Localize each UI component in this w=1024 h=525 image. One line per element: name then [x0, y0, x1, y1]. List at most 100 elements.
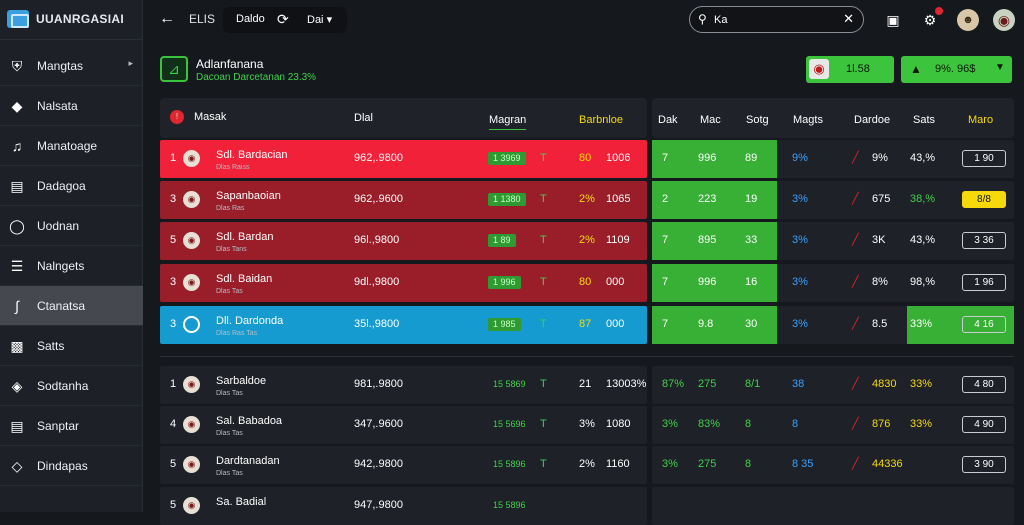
col-header-magran[interactable]: Magran: [489, 114, 527, 130]
coin-icon: ◉: [809, 59, 829, 79]
odds-button[interactable]: 3 36: [962, 232, 1006, 249]
row-pill[interactable]: 1 1380: [488, 193, 526, 206]
odds-button[interactable]: 8/8: [962, 191, 1006, 208]
col-header-dardoe[interactable]: Dardoe: [854, 114, 891, 126]
sidebar-item-dindapas[interactable]: ◇ Dindapas: [0, 446, 143, 486]
sidebar-item-sanptar[interactable]: ▤ Sanptar: [0, 406, 143, 446]
col-header-mac[interactable]: Mac: [700, 114, 721, 126]
col-header-dak[interactable]: Dak: [658, 114, 678, 126]
row-stat-1: 7: [662, 276, 669, 288]
table-row[interactable]: 3 ◉ Sapanbaoian Dlas Ras 962,.9600 1 1380 T 2% 1…: [160, 181, 1014, 219]
table-row[interactable]: 5 ◉ Sa. Badial 947,.9800 15 5896: [160, 487, 1014, 525]
col-header-dlal[interactable]: Dlal: [354, 112, 373, 124]
table-row[interactable]: 4 ◉ Sal. Babadoa Dlas Tas 347,.9600 15 5696 T 3…: [160, 406, 1014, 444]
col-header-magts[interactable]: Magts: [793, 114, 823, 126]
view-switcher[interactable]: Daldo ⟳ Dai ▾: [223, 7, 347, 33]
odds-button[interactable]: 4 16: [962, 316, 1006, 333]
notification-badge: [935, 7, 943, 15]
row-pill[interactable]: 1 985: [488, 318, 521, 331]
close-icon[interactable]: ✕: [843, 11, 854, 26]
sidebar-item-mangtas[interactable]: ⛨ Mangtas ▸: [0, 46, 143, 86]
odds-button[interactable]: 4 80: [962, 376, 1006, 393]
row-pill[interactable]: 1 3969: [488, 152, 526, 165]
sidebar-item-nalngets[interactable]: ☰ Nalngets: [0, 246, 143, 286]
table-row[interactable]: 3 ◉ Sdl. Baidan Dlas Tas 9dl.,9800 1 996 T 80 00…: [160, 264, 1014, 302]
team-name[interactable]: Dll. Dardonda: [216, 315, 284, 327]
row-pill[interactable]: 15 5869: [493, 379, 526, 389]
notification-icon[interactable]: ⚙: [919, 7, 943, 31]
sidebar-item-sodtanha[interactable]: ◈ Sodtanha: [0, 366, 143, 406]
col-header-masak[interactable]: Masak: [194, 111, 227, 123]
row-pill[interactable]: 15 5896: [493, 500, 526, 510]
col-header-barbnloe[interactable]: Barbnloe: [579, 114, 624, 126]
trend-icon: ╱: [852, 234, 859, 246]
view-switcher-right[interactable]: Dai ▾: [307, 14, 333, 26]
row-stat-3: 33: [745, 234, 758, 246]
score-highlight: [652, 306, 777, 344]
balance-button[interactable]: ◉ 1l.58: [806, 56, 894, 83]
search-box[interactable]: ⚲ ✕: [689, 6, 864, 33]
table-row[interactable]: 1 ◉ Sarbaldoe Dlas Tas 981,.9800 15 5869 T 21 13…: [160, 366, 1014, 404]
row-rank: 5: [170, 499, 177, 511]
table-row[interactable]: 5 ◉ Sdl. Bardan Dlas Tans 96l.,9800 1 89 T 2% 11…: [160, 222, 1014, 260]
trend-indicator: T: [540, 458, 547, 470]
back-arrow-icon[interactable]: ←: [159, 10, 175, 27]
team-name[interactable]: Sa. Badial: [216, 496, 267, 508]
odds-button[interactable]: 1 96: [962, 274, 1006, 291]
brand[interactable]: UUANRGASIAI: [0, 0, 143, 40]
search-input[interactable]: [714, 12, 834, 28]
odds-button[interactable]: 3 90: [962, 456, 1006, 473]
trend-indicator: T: [540, 193, 547, 205]
odds-button[interactable]: 4 90: [962, 416, 1006, 433]
row-sets: 43,%: [910, 234, 936, 246]
breadcrumb[interactable]: ELIS: [189, 12, 216, 26]
trend-indicator: T: [540, 378, 547, 390]
team-name[interactable]: Sdl. Bardan: [216, 231, 274, 243]
row-pill[interactable]: 15 5696: [493, 419, 526, 429]
screen-icon[interactable]: ▣: [886, 11, 900, 28]
row-percent: 38: [792, 378, 805, 390]
sidebar-item-satts[interactable]: ▩ Satts: [0, 326, 143, 366]
team-name[interactable]: Sal. Babadoa: [216, 415, 283, 427]
team-logo-icon: ◉: [183, 232, 200, 249]
shield-icon: ⛨: [11, 57, 23, 74]
sidebar-item-label: Dadagoa: [37, 179, 86, 193]
user-avatar[interactable]: ◉: [993, 9, 1015, 31]
row-stat-1: 3%: [662, 458, 678, 470]
sidebar-item-nalsata[interactable]: ◆ Nalsata: [0, 86, 143, 126]
team-name[interactable]: Sarbaldoe: [216, 375, 267, 387]
document-icon: ▤: [10, 177, 24, 194]
wallet-button[interactable]: ▲ 9%. 96$ ▼: [901, 56, 1012, 83]
table-row[interactable]: 5 ◉ Dardtanadan Dlas Tas 942,.9800 15 5896 T 2%…: [160, 446, 1014, 484]
team-name[interactable]: Dardtanadan: [216, 455, 280, 467]
row-pill[interactable]: 15 5896: [493, 459, 526, 469]
row-pill[interactable]: 1 89: [488, 234, 516, 247]
team-name[interactable]: Sdl. Baidan: [216, 273, 273, 285]
badge-icon: ◈: [11, 377, 23, 394]
table-row[interactable]: 1 ◉ Sdl. Bardacian Dlas Raiss 962,.9800 1 396…: [160, 140, 1014, 178]
odds-button[interactable]: 1 90: [962, 150, 1006, 167]
col-header-sats[interactable]: Sats: [913, 114, 936, 126]
row-left-bg: [160, 222, 647, 260]
row-pill[interactable]: 1 996: [488, 276, 521, 289]
row-value: 942,.9800: [354, 458, 403, 470]
sidebar-item-ctanatsa[interactable]: ∫ Ctanatsa: [0, 286, 143, 326]
refresh-icon[interactable]: ⟳: [277, 11, 289, 27]
avatar[interactable]: ☻: [957, 9, 979, 31]
team-name[interactable]: Sdl. Bardacian: [216, 149, 288, 161]
sidebar-item-uodnan[interactable]: ◯ Uodnan: [0, 206, 143, 246]
team-name[interactable]: Sapanbaoian: [216, 190, 281, 202]
table-row[interactable]: 3 Dll. Dardonda Dlas Ras Tas 35l.,9800 1 985…: [160, 306, 1014, 344]
col-header-maro[interactable]: Maro: [968, 114, 994, 126]
col-header-sotg[interactable]: Sotg: [746, 114, 769, 126]
sidebar-item-label: Nalngets: [37, 259, 85, 273]
sidebar-item-manatoage[interactable]: ♫ Manatoage: [0, 126, 143, 166]
trend-icon: ╱: [852, 276, 859, 288]
sidebar-item-label: Uodnan: [37, 219, 80, 233]
view-switcher-left[interactable]: Daldo: [236, 13, 265, 25]
row-rank: 1: [170, 378, 177, 390]
sidebar-item-dadagoa[interactable]: ▤ Dadagoa: [0, 166, 143, 206]
sidebar-item-label: Mangtas: [37, 59, 84, 73]
chevron-right-icon: ▸: [128, 58, 133, 68]
row-odds-secondary: 1006: [606, 152, 631, 164]
